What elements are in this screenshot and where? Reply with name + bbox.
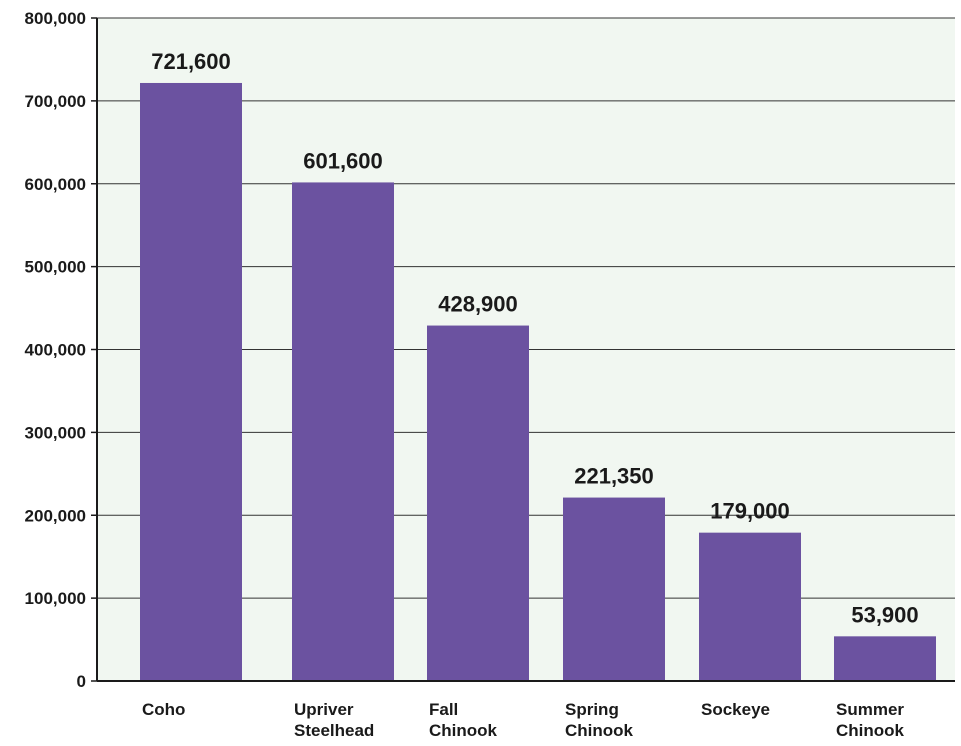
bar-value-label: 221,350	[574, 464, 654, 489]
bar	[140, 82, 242, 681]
x-category-label: Coho	[142, 700, 185, 719]
y-tick-label: 300,000	[25, 423, 86, 442]
x-category-label: Summer Chinook	[836, 700, 905, 740]
bar	[292, 182, 394, 681]
bar	[427, 325, 529, 681]
y-tick-label: 800,000	[25, 9, 86, 28]
y-tick-label: 200,000	[25, 506, 86, 525]
y-tick-label: 100,000	[25, 589, 86, 608]
bar-value-label: 601,600	[303, 148, 383, 173]
bar-value-label: 428,900	[438, 292, 518, 317]
bar	[834, 636, 936, 681]
y-tick-label: 400,000	[25, 341, 86, 360]
bar-value-label: 53,900	[851, 602, 918, 627]
y-tick-label: 600,000	[25, 175, 86, 194]
bar-value-label: 179,000	[710, 499, 790, 524]
bar	[563, 497, 665, 681]
y-tick-label: 500,000	[25, 258, 86, 277]
x-category-label: Fall Chinook	[429, 700, 498, 740]
x-category-label: Sockeye	[701, 700, 770, 719]
x-category-label: Spring Chinook	[565, 700, 634, 740]
x-category-label: Upriver Steelhead	[294, 700, 374, 740]
bar	[699, 532, 801, 681]
y-tick-label: 0	[77, 672, 86, 691]
y-tick-label: 700,000	[25, 92, 86, 111]
bar-value-label: 721,600	[151, 49, 231, 74]
